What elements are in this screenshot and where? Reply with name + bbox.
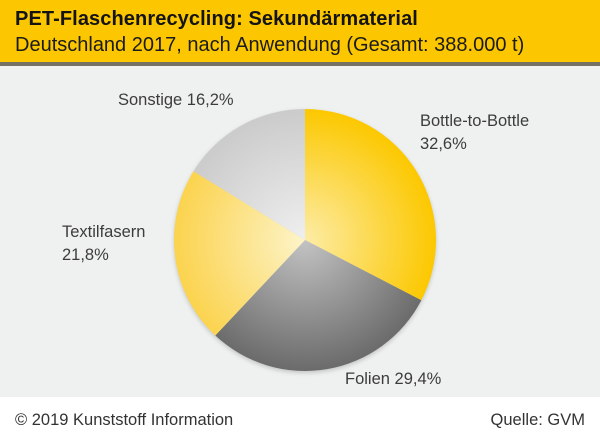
pie-chart-container [174, 109, 436, 371]
label-textilfasern-value: 21,8% [62, 246, 109, 264]
label-textilfasern-name: Textilfasern [62, 223, 146, 241]
page-subtitle: Deutschland 2017, nach Anwendung (Gesamt… [15, 34, 525, 56]
pie-slice-bottle-to-bottle [305, 109, 436, 301]
label-bottle-to-bottle-value: 32,6% [420, 135, 467, 153]
pie-slice-textilfasern [174, 171, 305, 336]
label-bottle-to-bottle-name: Bottle-to-Bottle [420, 112, 530, 130]
source-text: Quelle: GVM [490, 410, 585, 429]
pie-chart [174, 109, 436, 371]
copyright-text: © 2019 Kunststoff Information [15, 410, 234, 429]
pie-slice-sonstige [193, 109, 305, 240]
pie-slice-folien [215, 240, 422, 371]
footer: © 2019 Kunststoff Information Quelle: GV… [0, 397, 600, 443]
header-banner: PET-Flaschenrecycling: Sekundärmaterial … [0, 0, 600, 62]
label-bottle-to-bottle: Bottle-to-Bottle 32,6% [420, 110, 529, 156]
page-title: PET-Flaschenrecycling: Sekundärmaterial [15, 8, 418, 30]
label-textilfasern: Textilfasern 21,8% [62, 221, 145, 267]
label-sonstige: Sonstige 16,2% [118, 91, 234, 109]
pie-chart-area: Sonstige 16,2% Bottle-to-Bottle 32,6% Te… [0, 66, 600, 397]
label-folien: Folien 29,4% [345, 370, 442, 388]
